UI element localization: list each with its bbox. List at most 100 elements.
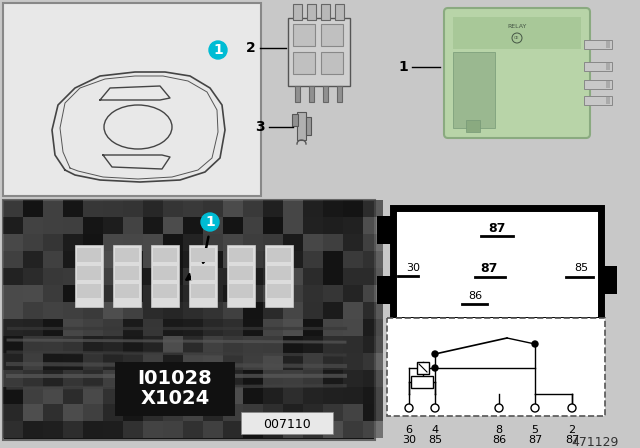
Bar [103,268,123,285]
Bar [43,217,63,234]
Bar [43,353,63,370]
Bar [115,266,139,280]
Bar [123,268,143,285]
Bar [263,404,283,421]
Bar [203,251,223,268]
Text: 85: 85 [574,263,588,273]
Bar [3,319,23,336]
Bar [263,251,283,268]
Bar [306,117,311,135]
Bar [63,370,83,387]
Bar [163,251,183,268]
Bar [263,268,283,285]
Bar [203,421,223,438]
Bar [3,302,23,319]
Text: 87: 87 [488,221,506,234]
Bar [3,370,23,387]
Bar [223,421,243,438]
Bar [453,52,495,128]
Bar [263,336,283,353]
Bar [229,266,253,280]
Bar [77,284,101,298]
Bar [63,421,83,438]
Bar [163,302,183,319]
Bar [43,234,63,251]
Bar [23,370,43,387]
Bar [3,3,261,196]
Bar [321,52,343,74]
Bar [321,24,343,46]
Bar [63,234,83,251]
Bar [223,319,243,336]
Bar [143,268,163,285]
Text: 6: 6 [406,425,413,435]
Bar [183,251,203,268]
Bar [343,200,363,217]
Bar [363,404,383,421]
Bar [63,217,83,234]
Bar [363,285,383,302]
Bar [297,112,306,140]
Bar [151,245,179,307]
Bar [183,234,203,251]
Circle shape [531,404,539,412]
Bar [203,370,223,387]
Bar [23,268,43,285]
Bar [243,200,263,217]
Bar [75,245,103,307]
Bar [203,217,223,234]
Bar [323,285,343,302]
Bar [267,284,291,298]
Bar [115,284,139,298]
Bar [153,284,177,298]
Bar [263,319,283,336]
Bar [123,234,143,251]
Circle shape [209,41,227,59]
Bar [363,268,383,285]
Bar [163,285,183,302]
Bar [606,81,610,88]
Bar [143,370,163,387]
Bar [3,200,23,217]
Text: 471129: 471129 [572,435,619,448]
Bar [223,387,243,404]
Bar [163,234,183,251]
Bar [63,200,83,217]
Bar [227,245,255,307]
Bar [343,404,363,421]
Circle shape [432,365,438,371]
Bar [143,319,163,336]
Bar [43,285,63,302]
Circle shape [431,404,439,412]
Bar [43,421,63,438]
Bar [283,404,303,421]
Bar [263,234,283,251]
Bar [323,421,343,438]
Bar [143,387,163,404]
Text: I01028: I01028 [138,369,212,388]
Bar [123,302,143,319]
Bar [3,353,23,370]
Bar [153,248,177,262]
Circle shape [432,351,438,357]
Bar [243,217,263,234]
Bar [337,86,342,102]
Bar [584,62,612,71]
Bar [23,387,43,404]
Text: 4: 4 [431,425,438,435]
Bar [43,404,63,421]
Bar [103,404,123,421]
Bar [163,370,183,387]
Bar [203,336,223,353]
Bar [23,285,43,302]
Bar [203,404,223,421]
Bar [606,41,610,48]
Bar [453,17,581,49]
Bar [63,302,83,319]
Bar [263,217,283,234]
Circle shape [405,404,413,412]
Bar [183,302,203,319]
Text: X1024: X1024 [140,389,210,409]
Bar [163,200,183,217]
Bar [3,234,23,251]
